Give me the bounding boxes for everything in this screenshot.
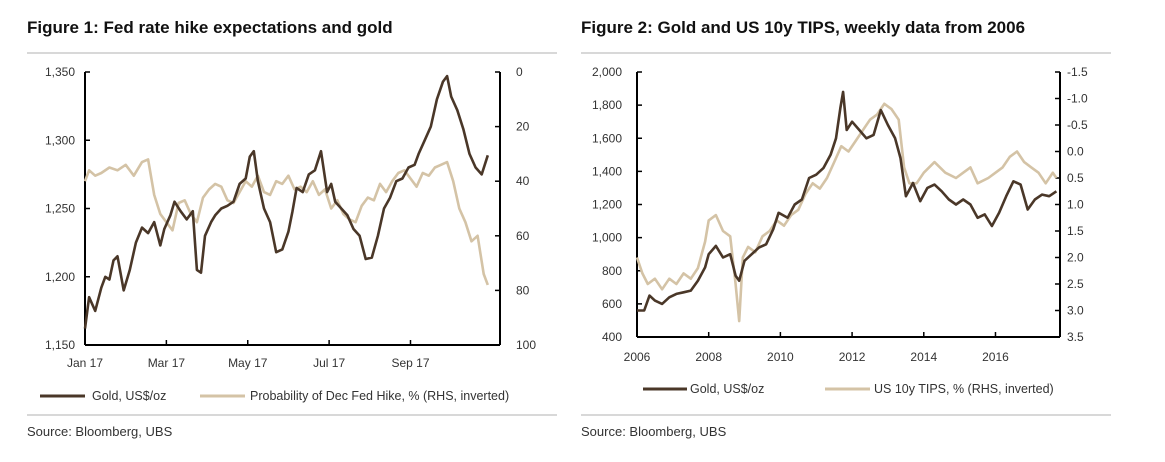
figure2-x-tick-label: 2012 xyxy=(839,350,866,364)
figure1-left-tick-label: 1,200 xyxy=(45,270,75,284)
figure1-left-tick-label: 1,150 xyxy=(45,338,75,352)
figure2-x-tick-label: 2008 xyxy=(695,350,722,364)
figure1-right-tick-label: 80 xyxy=(516,283,530,297)
figure2-title: Figure 2: Gold and US 10y TIPS, weekly d… xyxy=(581,18,1026,37)
figure2-legend-label-secondary: US 10y TIPS, % (RHS, inverted) xyxy=(874,382,1054,396)
figure1-right-tick-label: 40 xyxy=(516,174,530,188)
figure2-series-secondary-line xyxy=(635,102,1058,323)
figure2-top-rule xyxy=(581,52,1111,54)
figure2-left-tick-label: 400 xyxy=(602,330,622,344)
figure2-right-tick-label: 0.0 xyxy=(1067,145,1084,159)
figure2-right-tick-label: 3.0 xyxy=(1067,304,1084,318)
figure1-left-tick-label: 1,350 xyxy=(45,65,75,79)
figure2-x-tick-label: 2010 xyxy=(767,350,794,364)
figure2-right-tick-label: -0.5 xyxy=(1067,118,1088,132)
figure2-right-tick-label: 0.5 xyxy=(1067,171,1084,185)
figure2-left-tick-label: 2,000 xyxy=(592,65,622,79)
figure2-left-tick-label: 800 xyxy=(602,264,622,278)
figure2-series-gold-line xyxy=(637,90,1058,312)
figure1-series-secondary-line xyxy=(83,158,490,286)
figure1-legend-label-gold: Gold, US$/oz xyxy=(92,389,166,403)
figure1-legend-label-secondary: Probability of Dec Fed Hike, % (RHS, inv… xyxy=(250,389,509,403)
figure1-x-tick-label: Jan 17 xyxy=(67,356,103,370)
figure2-right-tick-label: -1.5 xyxy=(1067,65,1088,79)
figure1-left-tick-label: 1,250 xyxy=(45,202,75,216)
figure1-bottom-rule xyxy=(27,414,557,416)
figure1-left-tick-label: 1,300 xyxy=(45,133,75,147)
figure2-right-tick-label: 3.5 xyxy=(1067,330,1084,344)
figure1-chart: 1,150 1,200 1,250 1,300 1,350 0 20 40 60 80 100 Jan… xyxy=(40,65,536,403)
figure2-left-tick-label: 1,600 xyxy=(592,131,622,145)
figure2-legend-label-gold: Gold, US$/oz xyxy=(690,382,764,396)
figure1-title: Figure 1: Fed rate hike expectations and… xyxy=(27,18,393,37)
figure1-x-tick-label: Mar 17 xyxy=(148,356,186,370)
figure2-left-tick-label: 1,800 xyxy=(592,98,622,112)
figure1-right-tick-label: 100 xyxy=(516,338,536,352)
figure2-left-tick-label: 600 xyxy=(602,297,622,311)
figure2-right-tick-label: 1.5 xyxy=(1067,224,1084,238)
figure1-right-tick-label: 60 xyxy=(516,229,530,243)
figure1-right-tick-label: 0 xyxy=(516,65,523,79)
figure1-x-tick-label: Sep 17 xyxy=(391,356,429,370)
figure2-left-tick-label: 1,000 xyxy=(592,231,622,245)
figure2-x-tick-label: 2006 xyxy=(624,350,651,364)
figure1-x-tick-label: May 17 xyxy=(228,356,268,370)
figure2-bottom-rule xyxy=(581,414,1111,416)
figure2-x-tick-label: 2014 xyxy=(910,350,937,364)
figure1-source: Source: Bloomberg, UBS xyxy=(27,424,173,439)
figure2-left-tick-label: 1,200 xyxy=(592,198,622,212)
figure2-chart: 400 600 800 1,000 1,200 1,400 1,600 1,800 2,000 -… xyxy=(592,65,1088,396)
figure1-x-tick-label: Jul 17 xyxy=(313,356,345,370)
figure2-left-tick-label: 1,400 xyxy=(592,164,622,178)
figure1-series-gold-line xyxy=(83,74,490,329)
figure2-source: Source: Bloomberg, UBS xyxy=(581,424,727,439)
figure2-x-tick-label: 2016 xyxy=(982,350,1009,364)
figure2-right-tick-label: 2.0 xyxy=(1067,251,1084,265)
figure2-right-tick-label: -1.0 xyxy=(1067,92,1088,106)
figure1-right-tick-label: 20 xyxy=(516,120,530,134)
figure1-top-rule xyxy=(27,52,557,54)
figure2-right-tick-label: 1.0 xyxy=(1067,198,1084,212)
figure2-right-tick-label: 2.5 xyxy=(1067,277,1084,291)
